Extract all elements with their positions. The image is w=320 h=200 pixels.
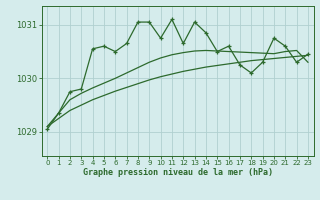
X-axis label: Graphe pression niveau de la mer (hPa): Graphe pression niveau de la mer (hPa) — [83, 168, 273, 177]
